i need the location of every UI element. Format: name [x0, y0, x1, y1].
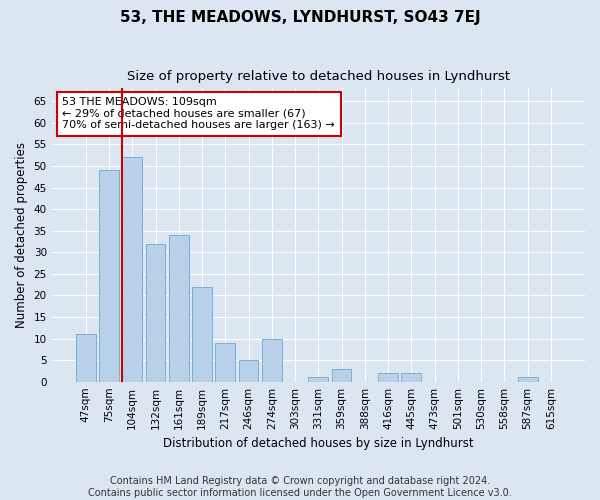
- Title: Size of property relative to detached houses in Lyndhurst: Size of property relative to detached ho…: [127, 70, 510, 83]
- Text: 53, THE MEADOWS, LYNDHURST, SO43 7EJ: 53, THE MEADOWS, LYNDHURST, SO43 7EJ: [119, 10, 481, 25]
- Bar: [239, 360, 259, 382]
- Bar: [146, 244, 166, 382]
- Bar: [192, 287, 212, 382]
- Bar: [518, 378, 538, 382]
- Bar: [262, 338, 282, 382]
- Bar: [169, 235, 188, 382]
- Bar: [332, 368, 352, 382]
- Bar: [76, 334, 95, 382]
- Text: 53 THE MEADOWS: 109sqm
← 29% of detached houses are smaller (67)
70% of semi-det: 53 THE MEADOWS: 109sqm ← 29% of detached…: [62, 97, 335, 130]
- X-axis label: Distribution of detached houses by size in Lyndhurst: Distribution of detached houses by size …: [163, 437, 473, 450]
- Bar: [401, 373, 421, 382]
- Bar: [122, 158, 142, 382]
- Bar: [215, 343, 235, 382]
- Y-axis label: Number of detached properties: Number of detached properties: [15, 142, 28, 328]
- Text: Contains HM Land Registry data © Crown copyright and database right 2024.
Contai: Contains HM Land Registry data © Crown c…: [88, 476, 512, 498]
- Bar: [99, 170, 119, 382]
- Bar: [378, 373, 398, 382]
- Bar: [308, 378, 328, 382]
